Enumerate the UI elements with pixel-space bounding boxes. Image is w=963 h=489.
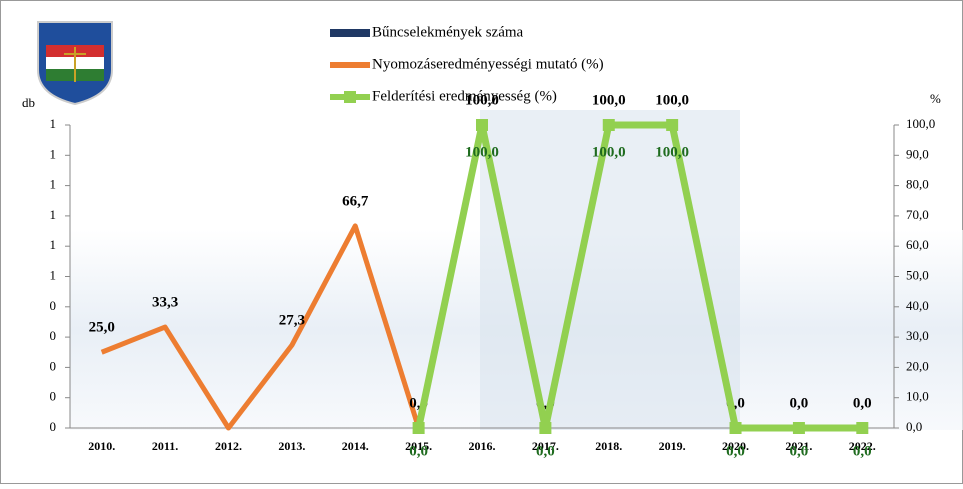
y-tick-label: 1 [50, 146, 57, 161]
y2-axis-label: % [930, 91, 941, 106]
y2-tick-label: 50,0 [906, 267, 929, 282]
x-tick-label: 2019. [659, 439, 686, 453]
x-tick-label: 2012. [215, 439, 242, 453]
y2-tick-label: 90,0 [906, 146, 929, 161]
x-tick-label: 2021. [785, 439, 812, 453]
value-label: 100,0 [655, 92, 689, 108]
value-label: 33,3 [152, 295, 178, 311]
legend-label: Nyomozáseredményességi mutató (%) [372, 56, 604, 72]
y-tick-label: 1 [50, 267, 57, 282]
value-label: 100,0 [465, 92, 499, 108]
y2-tick-label: 0,0 [906, 419, 922, 434]
value-label: 0,0 [536, 443, 555, 459]
y-tick-label: 0 [50, 419, 57, 434]
y-tick-label: 1 [50, 116, 57, 131]
y2-tick-label: 30,0 [906, 328, 929, 343]
value-label: 100,0 [655, 144, 689, 160]
x-tick-label: 2010. [88, 439, 115, 453]
value-label: 27,3 [279, 313, 305, 329]
line [415, 121, 863, 432]
value-label: 0,0 [790, 395, 809, 411]
y-tick-label: 0 [50, 328, 57, 343]
y-tick-label: 0 [50, 358, 57, 373]
value-label: 0,0 [409, 443, 428, 459]
marker [666, 119, 679, 131]
y2-tick-label: 10,0 [906, 389, 929, 404]
legend-swatch [330, 29, 370, 37]
marker [476, 119, 488, 131]
y2-tick-label: 20,0 [906, 358, 929, 373]
y2-tick-label: 70,0 [906, 207, 929, 222]
value-label: 0,0 [726, 443, 745, 459]
x-tick-label: 2017. [532, 439, 559, 453]
value-label: 25,0 [89, 320, 115, 336]
marker [856, 422, 869, 434]
x-tick-label: 2018. [595, 439, 622, 453]
marker [792, 422, 805, 434]
x-tick-label: 2020. [722, 439, 749, 453]
value-label: 0,0 [853, 443, 872, 459]
x-tick-label: 2015. [405, 439, 432, 453]
y-tick-label: 0 [50, 298, 57, 313]
marker [729, 422, 742, 434]
x-tick-label: 2013. [278, 439, 305, 453]
value-label: 100,0 [592, 92, 626, 108]
legend-swatch [344, 91, 356, 103]
x-tick-label: 2022. [849, 439, 876, 453]
logo [37, 21, 113, 106]
y2-tick-label: 60,0 [906, 237, 929, 252]
legend-label: Bűncselekmények száma [372, 24, 524, 40]
background-building [480, 110, 740, 430]
value-label: 100,0 [592, 144, 626, 160]
value-label: 100,0 [465, 144, 499, 160]
marker [602, 119, 615, 131]
x-tick-label: 2011. [152, 439, 178, 453]
marker [539, 422, 552, 434]
y2-tick-label: 100,0 [906, 116, 935, 131]
y-axis-label: db [22, 95, 35, 110]
legend-label: Felderítési eredményesség (%) [372, 88, 557, 104]
y-tick-label: 1 [50, 207, 57, 222]
value-label: 0,0 [790, 443, 809, 459]
y-tick-label: 1 [50, 177, 57, 192]
value-label: 0,0 [853, 395, 872, 411]
x-tick-label: 2016. [469, 439, 496, 453]
x-tick-label: 2014. [342, 439, 369, 453]
marker [412, 422, 425, 434]
y2-tick-label: 80,0 [906, 177, 929, 192]
y-tick-label: 0 [50, 389, 57, 404]
y-tick-label: 1 [50, 237, 57, 252]
y2-tick-label: 40,0 [906, 298, 929, 313]
value-label: 66,7 [342, 193, 369, 209]
